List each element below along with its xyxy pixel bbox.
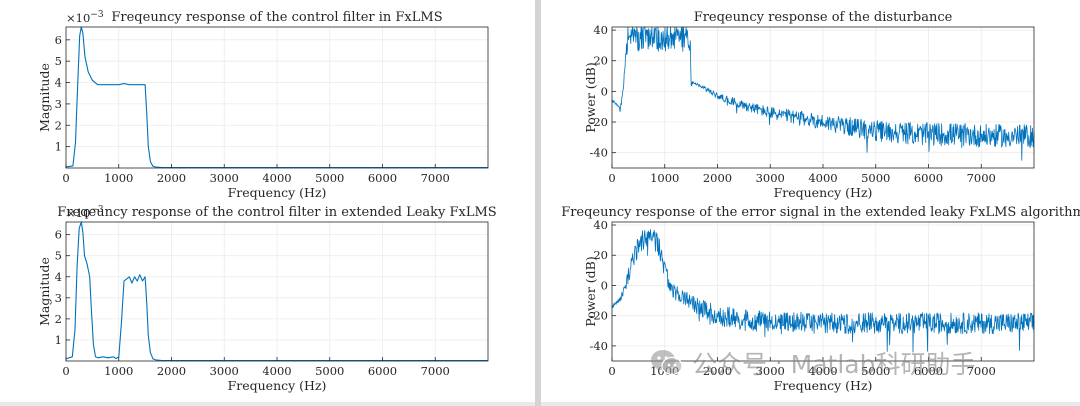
chart-title: Freqeuncy response of the disturbance <box>694 10 953 25</box>
x-tick-label: 1000 <box>650 364 679 378</box>
y-axis-label: Magnitude <box>37 63 52 132</box>
x-axis-label: Frequency (Hz) <box>228 185 327 200</box>
x-tick-label: 5000 <box>315 364 344 378</box>
y-tick-label: 6 <box>55 33 62 47</box>
x-tick-label: 2000 <box>157 171 186 185</box>
x-tick-label: 1000 <box>104 364 133 378</box>
x-tick-label: 7000 <box>421 171 450 185</box>
chart-title: Freqeuncy response of the control filter… <box>57 205 496 220</box>
x-tick-label: 1000 <box>650 171 679 185</box>
x-tick-label: 0 <box>62 171 69 185</box>
x-tick-label: 2000 <box>157 364 186 378</box>
panel-divider[interactable] <box>535 0 541 406</box>
chart-br: 0 1000 2000 3000 4000 5000 6000 7000 -40 -20 0 20 40… <box>561 205 1080 393</box>
x-tick-label: 6000 <box>368 171 397 185</box>
y-tick-label: 20 <box>593 248 608 262</box>
y-tick-label: 5 <box>55 249 62 263</box>
y-tick-label: 2 <box>55 118 62 132</box>
x-tick-label: 5000 <box>861 171 890 185</box>
x-tick-label: 6000 <box>914 171 943 185</box>
x-tick-label: 2000 <box>703 171 732 185</box>
y-tick-label: -20 <box>589 115 608 129</box>
y-tick-label: 4 <box>55 270 62 284</box>
y-tick-label: 20 <box>593 54 608 68</box>
x-tick-label: 3000 <box>210 364 239 378</box>
chart-tl: 0 1000 2000 3000 4000 5000 6000 7000 1 2 3 4 5 6 ×10−3… <box>37 10 489 200</box>
x-tick-label: 0 <box>608 364 615 378</box>
x-tick-label: 5000 <box>861 364 890 378</box>
x-tick-label: 7000 <box>967 364 996 378</box>
y-tick-label: 2 <box>55 312 62 326</box>
y-tick-label: 1 <box>55 333 62 347</box>
y-tick-label: 4 <box>55 76 62 90</box>
right-figure-panel <box>541 0 1080 406</box>
y-tick-label: -20 <box>589 309 608 323</box>
x-axis-label: Frequency (Hz) <box>774 185 873 200</box>
y-tick-label: 0 <box>601 278 608 292</box>
left-figure-panel <box>0 0 535 406</box>
x-tick-label: 0 <box>62 364 69 378</box>
chart-title: Freqeuncy response of the control filter… <box>111 10 442 25</box>
x-tick-label: 2000 <box>703 364 732 378</box>
y-tick-label: 1 <box>55 140 62 154</box>
x-tick-label: 6000 <box>368 364 397 378</box>
chart-title: Freqeuncy response of the error signal i… <box>561 205 1080 220</box>
series-line <box>65 221 488 362</box>
y-axis-label: Magnitude <box>37 257 52 326</box>
y-tick-label: 40 <box>593 23 608 37</box>
y-tick-label: 6 <box>55 228 62 242</box>
x-tick-label: 5000 <box>315 171 344 185</box>
y-axis-label: Power (dB) <box>583 62 598 132</box>
x-tick-label: 7000 <box>967 171 996 185</box>
x-tick-label: 4000 <box>262 364 291 378</box>
y-tick-label: 3 <box>55 291 62 305</box>
x-axis-label: Frequency (Hz) <box>774 378 873 393</box>
y-tick-label: -40 <box>589 339 608 353</box>
y-exponent-label: ×10−3 <box>66 205 104 220</box>
y-tick-label: 3 <box>55 97 62 111</box>
x-tick-label: 3000 <box>210 171 239 185</box>
x-tick-label: 1000 <box>104 171 133 185</box>
chart-tr: 0 1000 2000 3000 4000 5000 6000 7000 -40 -20 0 20 40… <box>583 10 1035 200</box>
x-tick-label: 0 <box>608 171 615 185</box>
y-tick-label: 40 <box>593 218 608 232</box>
x-tick-label: 4000 <box>262 171 291 185</box>
x-tick-label: 6000 <box>914 364 943 378</box>
y-exponent-label: ×10−3 <box>66 10 104 25</box>
series-line <box>611 229 1035 353</box>
x-axis-label: Frequency (Hz) <box>228 378 327 393</box>
x-tick-label: 4000 <box>808 171 837 185</box>
x-tick-label: 4000 <box>808 364 837 378</box>
x-tick-label: 3000 <box>756 171 785 185</box>
chart-bl: 0 1000 2000 3000 4000 5000 6000 7000 1 2 3 4 5 6 ×10−3… <box>37 205 497 393</box>
x-tick-label: 7000 <box>421 364 450 378</box>
y-tick-label: 5 <box>55 54 62 68</box>
right-bottom-edge <box>541 402 1080 406</box>
x-tick-label: 3000 <box>756 364 785 378</box>
y-tick-label: -40 <box>589 146 608 160</box>
y-tick-label: 0 <box>601 84 608 98</box>
y-axis-label: Power (dB) <box>583 256 598 326</box>
left-bottom-edge <box>0 402 535 406</box>
